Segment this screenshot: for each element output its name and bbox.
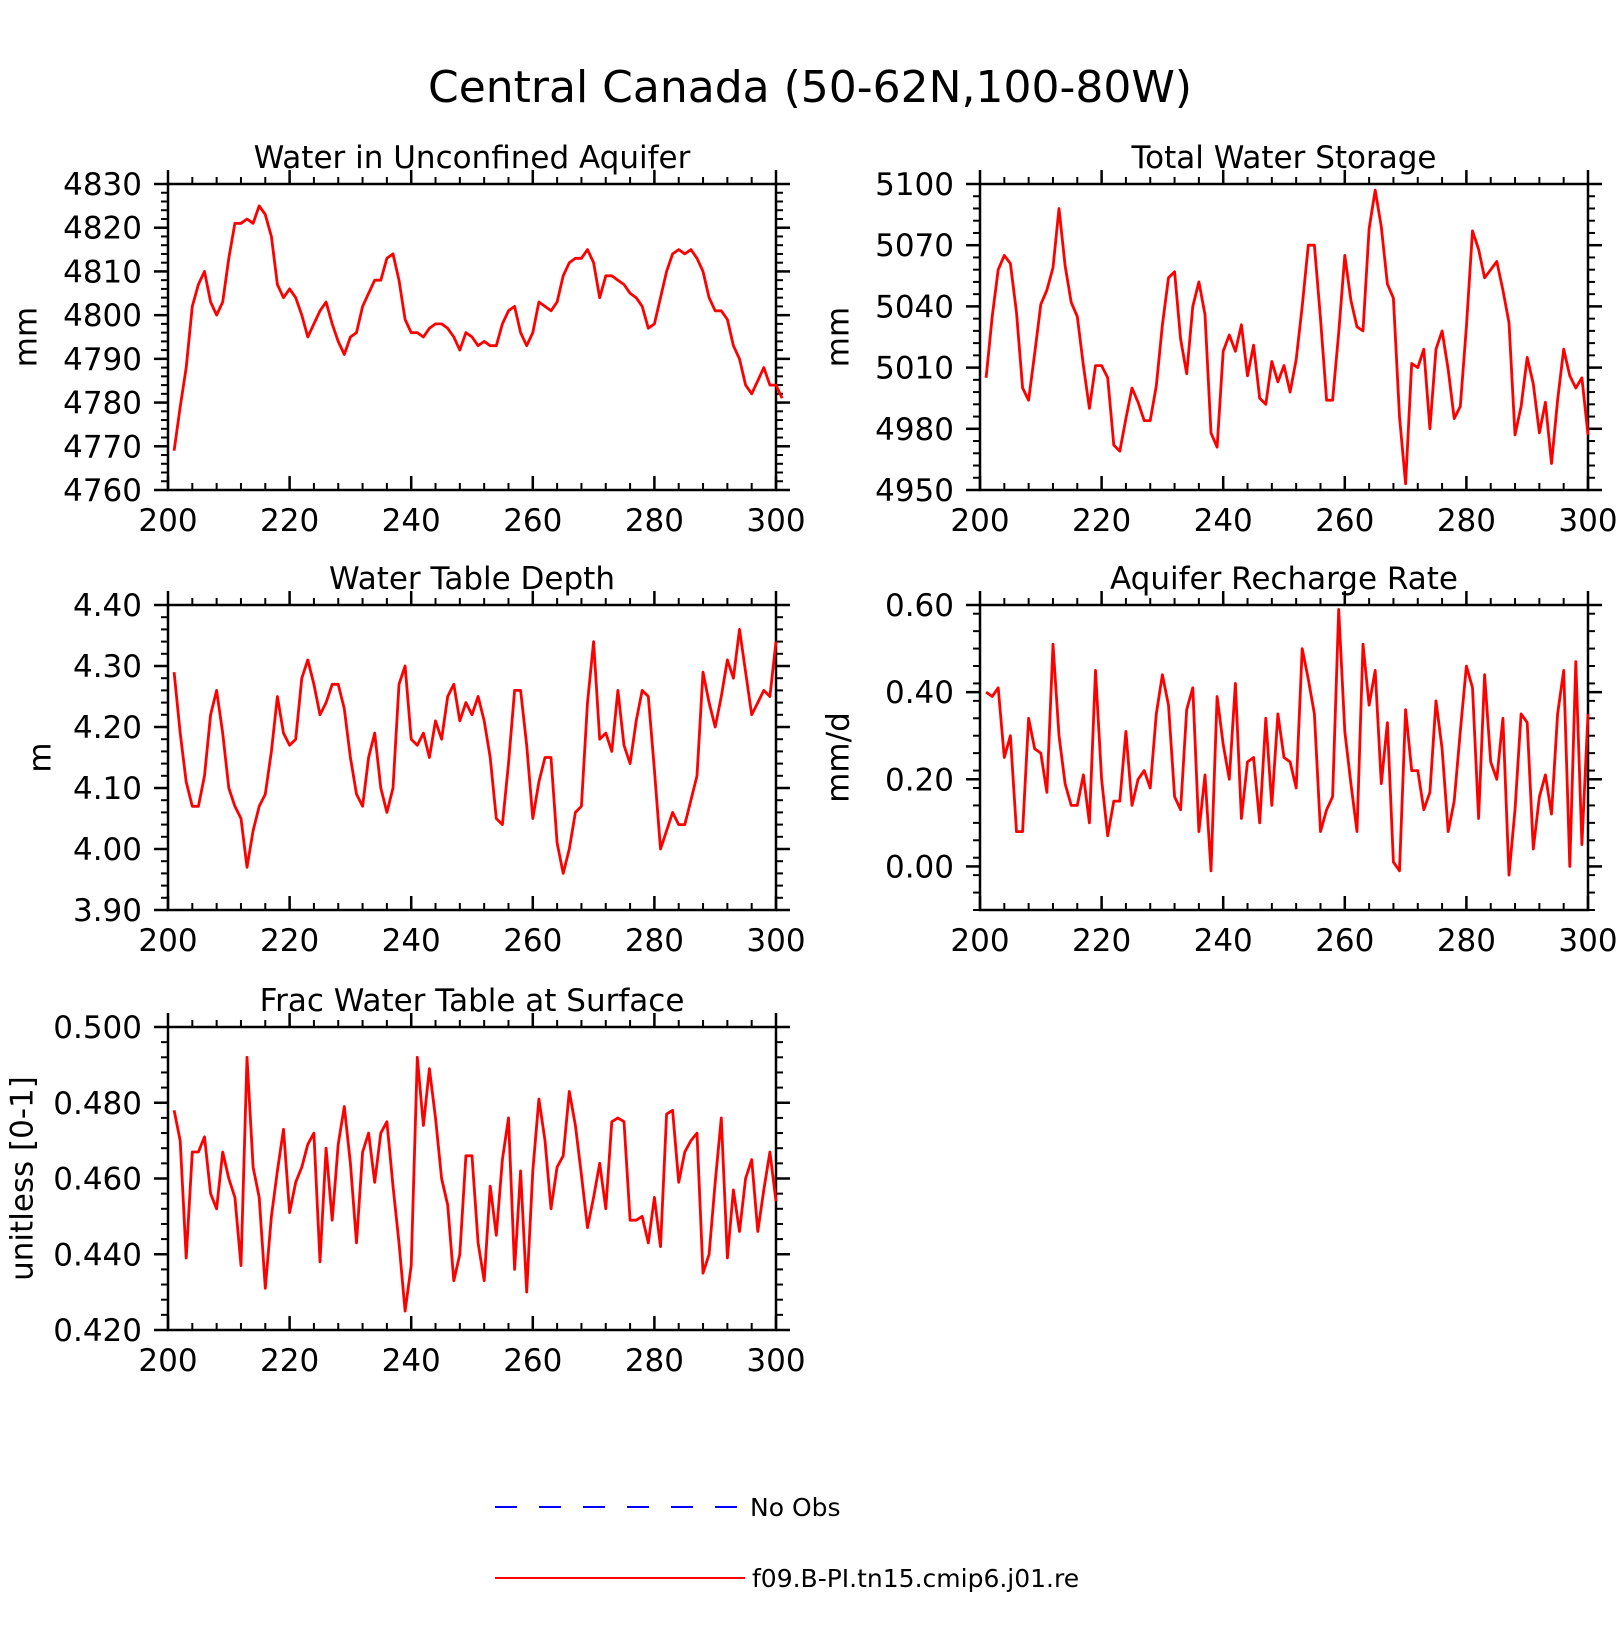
y-axis-label: unitless [0-1] xyxy=(4,1076,40,1281)
y-tick-label: 3.90 xyxy=(73,893,142,929)
x-tick-label: 300 xyxy=(746,1343,805,1379)
x-tick-label: 280 xyxy=(625,503,684,539)
x-tick-label: 300 xyxy=(1558,503,1617,539)
x-tick-label: 220 xyxy=(260,1343,319,1379)
y-tick-label: 0.500 xyxy=(53,1010,142,1046)
x-tick-label: 280 xyxy=(625,923,684,959)
y-tick-label: 0.460 xyxy=(53,1162,142,1198)
y-tick-label: 4.00 xyxy=(73,832,142,868)
x-tick-label: 220 xyxy=(260,503,319,539)
y-tick-label: 4770 xyxy=(63,429,142,465)
x-tick-label: 260 xyxy=(1315,923,1374,959)
y-tick-label: 4950 xyxy=(875,473,954,509)
x-tick-label: 260 xyxy=(503,503,562,539)
x-tick-label: 280 xyxy=(1437,503,1496,539)
y-tick-label: 4.40 xyxy=(73,588,142,624)
series-line xyxy=(172,1055,778,1313)
x-tick-label: 240 xyxy=(382,1343,441,1379)
y-tick-label: 5010 xyxy=(875,351,954,387)
x-tick-label: 280 xyxy=(1437,923,1496,959)
y-tick-label: 0.480 xyxy=(53,1086,142,1122)
x-tick-label: 300 xyxy=(1558,923,1617,959)
plot-frame xyxy=(166,603,778,912)
y-tick-label: 4760 xyxy=(63,473,142,509)
series-line xyxy=(985,608,1590,877)
y-tick-label: 0.60 xyxy=(885,588,954,624)
y-tick-label: 0.440 xyxy=(53,1237,142,1273)
x-tick-label: 260 xyxy=(503,923,562,959)
x-tick-label: 220 xyxy=(1072,503,1131,539)
y-tick-label: 0.00 xyxy=(885,849,954,885)
x-tick-label: 200 xyxy=(950,923,1009,959)
x-tick-label: 260 xyxy=(1315,503,1374,539)
y-tick-label: 4980 xyxy=(875,412,954,448)
y-tick-label: 4830 xyxy=(63,167,142,203)
panel-title: Water Table Depth xyxy=(329,561,615,597)
legend-label-no-obs: No Obs xyxy=(750,1493,841,1522)
y-tick-label: 4.10 xyxy=(73,771,142,807)
x-tick-label: 280 xyxy=(625,1343,684,1379)
x-tick-label: 240 xyxy=(382,923,441,959)
x-tick-label: 220 xyxy=(260,923,319,959)
y-tick-label: 0.20 xyxy=(885,762,954,798)
y-tick-label: 0.40 xyxy=(885,675,954,711)
x-tick-label: 260 xyxy=(503,1343,562,1379)
y-tick-label: 4.30 xyxy=(73,649,142,685)
legend-label-model: f09.B-PI.tn15.cmip6.j01.re xyxy=(752,1564,1079,1593)
y-axis-label: mm/d xyxy=(820,712,856,803)
panel-title: Water in Unconfined Aquifer xyxy=(254,140,691,176)
x-tick-label: 200 xyxy=(138,503,197,539)
series-line xyxy=(172,204,784,451)
figure-title: Central Canada (50-62N,100-80W) xyxy=(428,62,1192,113)
x-tick-label: 300 xyxy=(746,503,805,539)
y-axis-label: mm xyxy=(820,307,856,367)
panel-total-water-storage: Total Water Storage mm 200 220 240 260 280 300 4… xyxy=(820,140,1617,539)
panel-water-unconfined-aquifer: Water in Unconfined Aquifer mm 200 220 240 26… xyxy=(8,140,805,539)
y-tick-label: 0.420 xyxy=(53,1313,142,1349)
x-tick-label: 200 xyxy=(138,1343,197,1379)
x-tick-label: 220 xyxy=(1072,923,1131,959)
y-tick-label: 5070 xyxy=(875,228,954,264)
panel-water-table-depth: Water Table Depth m 200 220 240 260 280 300 3.90… xyxy=(22,561,805,959)
series-line xyxy=(172,628,778,875)
y-tick-label: 5040 xyxy=(875,289,954,325)
plot-frame xyxy=(166,182,778,492)
y-tick-label: 4810 xyxy=(63,254,142,290)
x-tick-label: 200 xyxy=(138,923,197,959)
plot-frame xyxy=(978,603,1590,912)
y-tick-label: 4.20 xyxy=(73,710,142,746)
y-tick-label: 4780 xyxy=(63,386,142,422)
y-axis-label: m xyxy=(22,742,58,772)
y-tick-label: 5100 xyxy=(875,167,954,203)
panel-title: Aquifer Recharge Rate xyxy=(1110,561,1458,597)
legend: No Obs f09.B-PI.tn15.cmip6.j01.re xyxy=(495,1493,1079,1593)
series-line xyxy=(984,188,1590,486)
x-tick-label: 240 xyxy=(1194,923,1253,959)
x-tick-label: 240 xyxy=(382,503,441,539)
panel-frac-water-table-surface: Frac Water Table at Surface unitless [0-1… xyxy=(4,983,805,1379)
panel-aquifer-recharge-rate: Aquifer Recharge Rate mm/d 200 220 240 260 280… xyxy=(820,561,1617,959)
plot-frame xyxy=(978,182,1590,492)
x-tick-label: 300 xyxy=(746,923,805,959)
y-axis-label: mm xyxy=(8,307,44,367)
x-tick-label: 240 xyxy=(1194,503,1253,539)
y-tick-label: 4820 xyxy=(63,211,142,247)
y-tick-label: 4790 xyxy=(63,342,142,378)
x-tick-label: 200 xyxy=(950,503,1009,539)
panel-title: Frac Water Table at Surface xyxy=(260,983,685,1019)
panel-title: Total Water Storage xyxy=(1130,140,1436,176)
y-tick-label: 4800 xyxy=(63,298,142,334)
